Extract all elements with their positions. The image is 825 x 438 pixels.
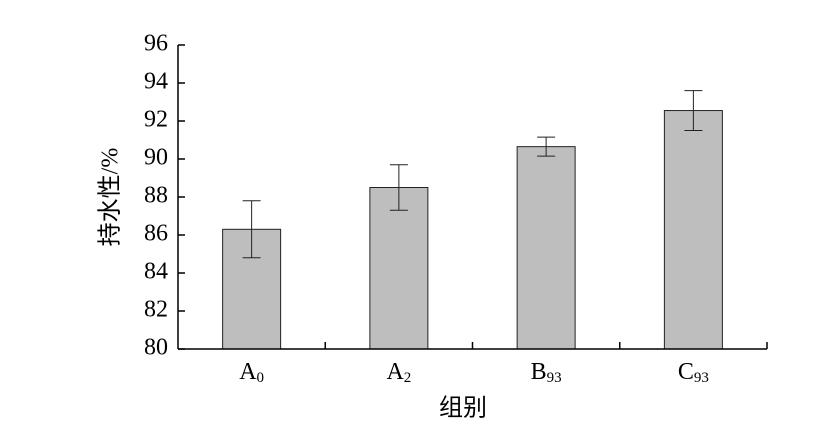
x-tick-label: A0 — [239, 359, 264, 387]
x-axis-label: 组别 — [439, 395, 487, 422]
y-tick-label: 94 — [144, 69, 168, 95]
y-tick-label: 88 — [144, 183, 168, 209]
y-tick-label: 92 — [144, 107, 168, 133]
y-tick-label: 84 — [144, 259, 168, 285]
y-tick-label: 82 — [144, 297, 168, 323]
y-tick-label: 86 — [144, 221, 168, 247]
bar — [663, 110, 723, 350]
x-tick-label: B93 — [531, 359, 562, 387]
y-axis-label: 持水性/% — [97, 148, 124, 247]
bar — [369, 187, 429, 350]
y-tick-label: 90 — [144, 145, 168, 171]
y-tick-label: 80 — [144, 335, 168, 361]
x-tick-label: A2 — [386, 359, 411, 387]
bar — [516, 146, 576, 350]
x-tick-label: C93 — [678, 359, 709, 387]
y-tick-label: 96 — [144, 31, 168, 57]
